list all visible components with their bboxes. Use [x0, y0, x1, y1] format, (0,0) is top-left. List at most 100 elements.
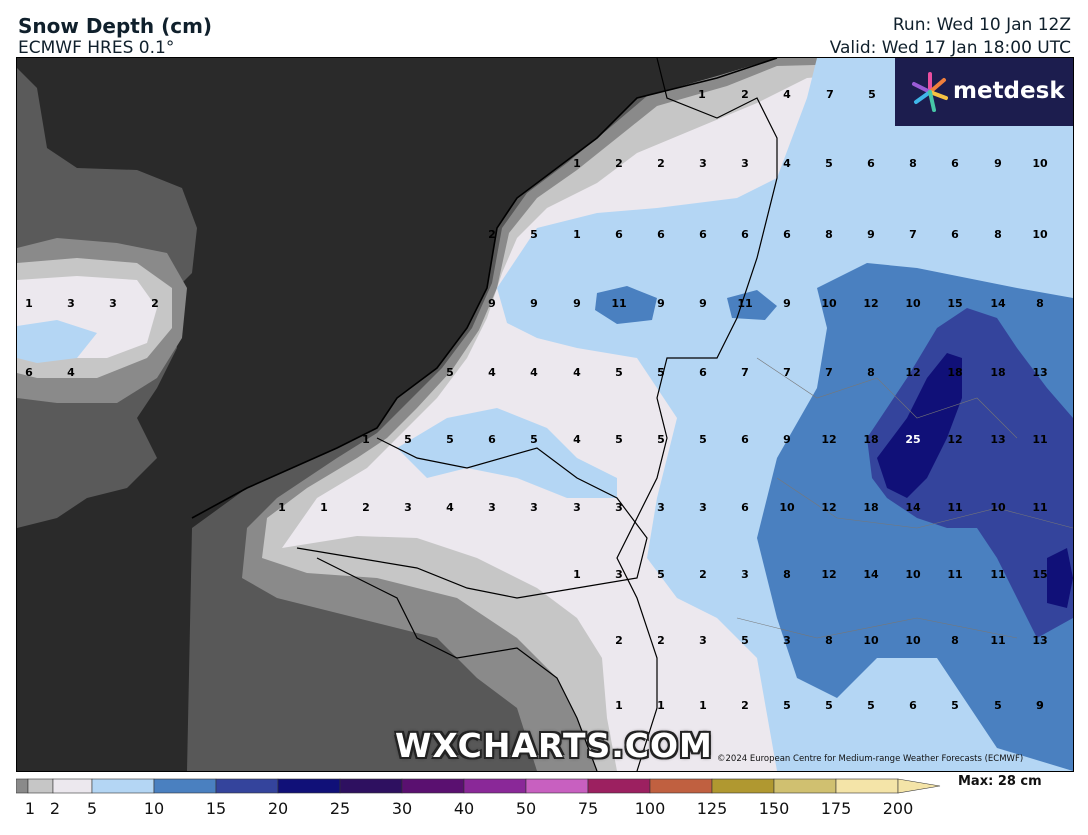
map-value: 6: [951, 157, 959, 170]
map-value: 6: [488, 433, 496, 446]
map-value: 5: [446, 366, 454, 379]
map-value: 11: [737, 297, 752, 310]
map-value: 25: [905, 433, 920, 446]
legend-bar: [15, 777, 956, 827]
map-value: 1: [362, 433, 370, 446]
map-value: 18: [947, 366, 962, 379]
map-value: 9: [573, 297, 581, 310]
map-value: 2: [615, 634, 623, 647]
legend-tick-label: 30: [391, 799, 413, 818]
map-value: 9: [783, 433, 791, 446]
legend-tick-label: 40: [453, 799, 475, 818]
border-line-2: [296, 437, 648, 599]
map-value: 11: [990, 634, 1005, 647]
map-value: 6: [951, 228, 959, 241]
map-value: 6: [25, 366, 33, 379]
map-value: 6: [741, 228, 749, 241]
map-value: 9: [867, 228, 875, 241]
map-value: 9: [488, 297, 496, 310]
legend-swatch: [52, 778, 93, 794]
legend-tick-label: 5: [86, 799, 98, 818]
map-value: 6: [741, 501, 749, 514]
legend-swatch: [153, 778, 217, 794]
map-value: 1: [573, 157, 581, 170]
legend-tick-label: 50: [515, 799, 537, 818]
map-value: 5: [868, 88, 876, 101]
map-value: 3: [741, 568, 749, 581]
map-value: 5: [994, 699, 1002, 712]
legend-tick-label: 15: [205, 799, 227, 818]
map-value: 10: [905, 568, 921, 581]
map-value: 1: [657, 699, 665, 712]
map-value: 14: [905, 501, 921, 514]
snow-20-area: [867, 308, 1073, 638]
map-value: 2: [699, 568, 707, 581]
map-value: 18: [863, 433, 878, 446]
map-value: 2: [741, 88, 749, 101]
map-value: 3: [699, 634, 707, 647]
map-value: 4: [783, 157, 791, 170]
legend-swatch: [15, 778, 29, 794]
legend-tick-label: 175: [820, 799, 852, 818]
map-value: 12: [821, 433, 836, 446]
map-value: 5: [867, 699, 875, 712]
map-value: 5: [783, 699, 791, 712]
map-value: 8: [867, 366, 875, 379]
legend-swatch: [587, 778, 651, 794]
legend-swatch: [215, 778, 279, 794]
map-value: 8: [994, 228, 1002, 241]
map-value: 7: [826, 88, 834, 101]
map-value: 1: [320, 501, 328, 514]
map-value: 9: [994, 157, 1002, 170]
map-value: 3: [67, 297, 75, 310]
legend-swatch: [277, 778, 341, 794]
legend-tick-label: 20: [267, 799, 289, 818]
map-value: 1: [573, 568, 581, 581]
legend-tick-label: 1: [24, 799, 36, 818]
map-value: 4: [783, 88, 791, 101]
map-value: 4: [573, 433, 581, 446]
map-value: 6: [657, 228, 665, 241]
map-value: 10: [1032, 228, 1048, 241]
map-value: 13: [1032, 366, 1047, 379]
map-value: 10: [905, 297, 921, 310]
legend-colorbar: [15, 778, 941, 794]
map-value: 5: [657, 366, 665, 379]
map-value: 5: [657, 568, 665, 581]
map-value: 6: [741, 433, 749, 446]
map-value: 9: [1036, 699, 1044, 712]
legend-tick-label: 75: [577, 799, 599, 818]
map-value: 11: [947, 568, 962, 581]
map-value: 4: [488, 366, 496, 379]
map-value: 3: [615, 501, 623, 514]
map-value: 3: [109, 297, 117, 310]
map-value: 3: [530, 501, 538, 514]
map-value: 3: [615, 568, 623, 581]
map-value: 1: [573, 228, 581, 241]
map-value: 2: [741, 699, 749, 712]
map-value: 4: [573, 366, 581, 379]
run-time: Run: Wed 10 Jan 12Z: [892, 15, 1071, 35]
map-value: 2: [615, 157, 623, 170]
map-value: 6: [615, 228, 623, 241]
snow-25-east: [1047, 548, 1073, 608]
map-value: 5: [530, 228, 538, 241]
legend-swatch: [649, 778, 713, 794]
map-value: 11: [947, 501, 962, 514]
map-value: 1: [25, 297, 33, 310]
map-value: 2: [151, 297, 159, 310]
map-value: 5: [699, 433, 707, 446]
map-values-layer: 1 2 4 7 51 2 2 3 3 4 5 6 8 6 9 102 5 1 6 6 6 6 6 8 9 7 6 8 101 3 3 2 9 9 9…: [25, 88, 1048, 712]
map-value: 3: [573, 501, 581, 514]
map-value: 5: [741, 634, 749, 647]
map-value: 5: [404, 433, 412, 446]
map-value: 6: [909, 699, 917, 712]
metdesk-logo-text: metdesk: [953, 78, 1065, 104]
map-value: 13: [1032, 634, 1047, 647]
map-value: 9: [699, 297, 707, 310]
map-value: 8: [825, 634, 833, 647]
border-line-3: [316, 557, 598, 771]
map-value: 7: [741, 366, 749, 379]
snow-15-small: [595, 286, 657, 324]
map-value: 8: [1036, 297, 1044, 310]
